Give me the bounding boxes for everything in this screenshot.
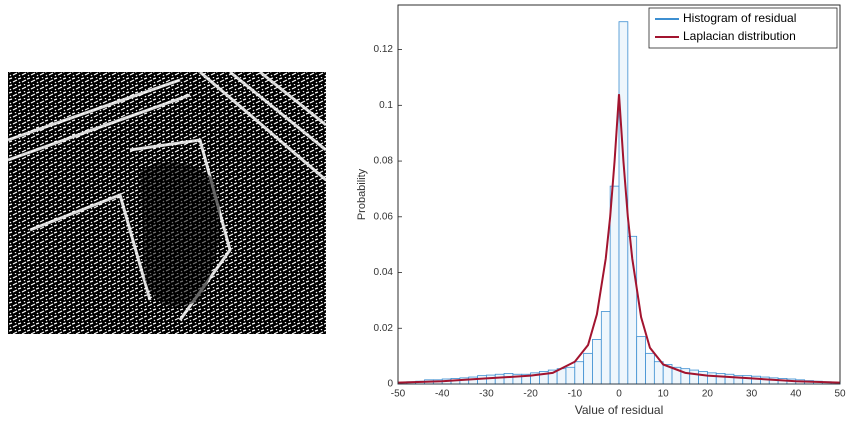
y-tick-label: 0.06 — [374, 211, 394, 222]
y-tick-label: 0.1 — [379, 100, 393, 111]
x-tick-label: 50 — [834, 389, 846, 400]
x-tick-label: 0 — [616, 389, 622, 400]
x-tick-label: 40 — [790, 389, 802, 400]
x-axis-label: Value of residual — [575, 403, 664, 417]
histogram-bar — [751, 375, 761, 385]
legend-label: Laplacian distribution — [683, 29, 796, 43]
y-tick-label: 0.02 — [374, 323, 394, 334]
x-tick-label: 30 — [746, 389, 758, 400]
residual-image — [7, 70, 327, 334]
histogram-bar — [592, 339, 602, 385]
histogram-bar — [689, 369, 699, 385]
histogram-bar — [636, 336, 646, 385]
histogram-bar — [494, 373, 505, 385]
y-tick-label: 0 — [387, 379, 393, 390]
legend-label: Histogram of residual — [683, 11, 796, 25]
histogram-bar — [715, 373, 726, 385]
legend-box — [648, 7, 838, 49]
histogram-bar — [742, 375, 753, 385]
x-tick-label: -40 — [435, 389, 450, 400]
histogram-bar — [503, 373, 514, 385]
histogram-bar — [485, 374, 496, 385]
histogram-bar — [707, 372, 717, 385]
x-tick-label: -20 — [523, 389, 538, 400]
y-tick-label: 0.04 — [374, 267, 394, 278]
y-axis-label: Probability — [356, 168, 368, 220]
histogram-bar — [574, 361, 585, 385]
histogram-bar — [609, 185, 620, 385]
axes-frame — [397, 4, 841, 385]
histogram-bar — [583, 352, 593, 385]
x-tick-label: -10 — [568, 389, 583, 400]
histogram-bar — [698, 371, 708, 385]
x-tick-label: 20 — [702, 389, 714, 400]
x-tick-label: 10 — [658, 389, 670, 400]
y-tick-label: 0.08 — [374, 156, 394, 167]
histogram-bar — [724, 373, 735, 385]
laplacian-line — [397, 94, 841, 384]
x-tick-label: -50 — [391, 389, 406, 400]
x-tick-label: -30 — [479, 389, 494, 400]
histogram-bar — [653, 361, 664, 385]
histogram-bar — [565, 366, 576, 385]
y-tick-label: 0.12 — [374, 44, 394, 55]
histogram-bar — [600, 311, 611, 385]
histogram-bar — [645, 352, 655, 385]
